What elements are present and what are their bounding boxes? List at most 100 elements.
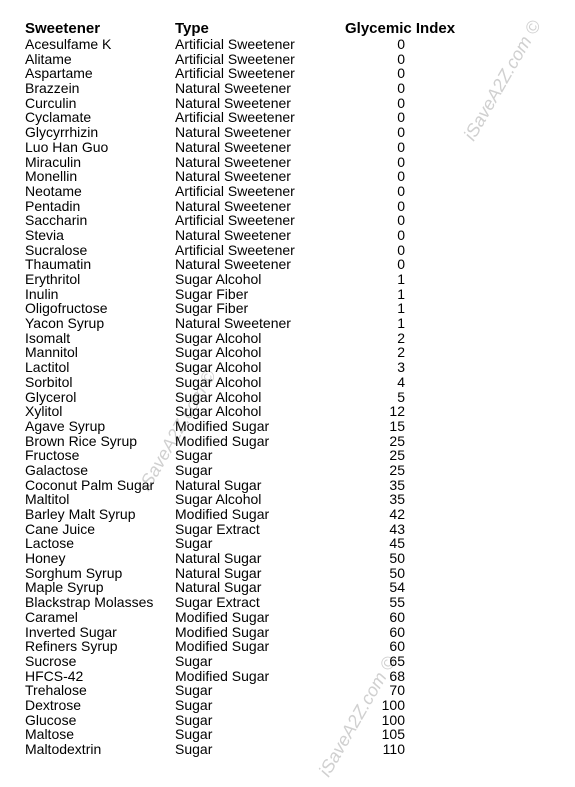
cell-type: Natural Sweetener — [175, 155, 345, 170]
cell-type: Natural Sweetener — [175, 257, 345, 272]
table-row: GlycyrrhizinNatural Sweetener0 — [25, 125, 550, 140]
cell-sweetener: Blackstrap Molasses — [25, 595, 175, 610]
cell-type: Sugar — [175, 727, 345, 742]
header-type: Type — [175, 20, 345, 37]
cell-sweetener: Coconut Palm Sugar — [25, 478, 175, 493]
table-row: HoneyNatural Sugar50 — [25, 551, 550, 566]
cell-type: Sugar — [175, 463, 345, 478]
cell-glycemic-index: 25 — [345, 463, 405, 478]
table-row: LactoseSugar45 — [25, 536, 550, 551]
cell-glycemic-index: 25 — [345, 448, 405, 463]
cell-type: Sugar — [175, 683, 345, 698]
table-row: NeotameArtificial Sweetener0 — [25, 184, 550, 199]
table-row: MiraculinNatural Sweetener0 — [25, 155, 550, 170]
cell-sweetener: Thaumatin — [25, 257, 175, 272]
cell-sweetener: Sorghum Syrup — [25, 566, 175, 581]
cell-sweetener: Brown Rice Syrup — [25, 434, 175, 449]
table-row: MaltitolSugar Alcohol35 — [25, 492, 550, 507]
table-row: DextroseSugar100 — [25, 698, 550, 713]
cell-type: Sugar Fiber — [175, 301, 345, 316]
cell-type: Natural Sweetener — [175, 228, 345, 243]
table-row: LactitolSugar Alcohol3 — [25, 360, 550, 375]
cell-type: Sugar Alcohol — [175, 390, 345, 405]
header-sweetener: Sweetener — [25, 20, 175, 37]
table-row: AspartameArtificial Sweetener0 — [25, 66, 550, 81]
table-row: XylitolSugar Alcohol12 — [25, 404, 550, 419]
cell-type: Sugar Alcohol — [175, 492, 345, 507]
cell-glycemic-index: 5 — [345, 390, 405, 405]
cell-type: Sugar — [175, 698, 345, 713]
cell-glycemic-index: 68 — [345, 669, 405, 684]
table-row: Acesulfame KArtificial Sweetener0 — [25, 37, 550, 52]
table-row: SorbitolSugar Alcohol4 — [25, 375, 550, 390]
cell-glycemic-index: 100 — [345, 713, 405, 728]
cell-sweetener: Pentadin — [25, 199, 175, 214]
cell-type: Artificial Sweetener — [175, 66, 345, 81]
table-row: Refiners SyrupModified Sugar60 — [25, 639, 550, 654]
cell-type: Sugar Alcohol — [175, 272, 345, 287]
table-row: Luo Han GuoNatural Sweetener0 — [25, 140, 550, 155]
cell-glycemic-index: 0 — [345, 243, 405, 258]
cell-glycemic-index: 0 — [345, 228, 405, 243]
cell-sweetener: Saccharin — [25, 213, 175, 228]
cell-type: Sugar — [175, 448, 345, 463]
table-row: ThaumatinNatural Sweetener0 — [25, 257, 550, 272]
table-row: BrazzeinNatural Sweetener0 — [25, 81, 550, 96]
cell-type: Artificial Sweetener — [175, 52, 345, 67]
cell-glycemic-index: 60 — [345, 610, 405, 625]
cell-glycemic-index: 0 — [345, 125, 405, 140]
cell-type: Sugar Alcohol — [175, 360, 345, 375]
cell-type: Modified Sugar — [175, 610, 345, 625]
cell-type: Natural Sugar — [175, 551, 345, 566]
cell-glycemic-index: 1 — [345, 272, 405, 287]
cell-type: Sugar Alcohol — [175, 375, 345, 390]
cell-sweetener: Inverted Sugar — [25, 625, 175, 640]
cell-type: Sugar Extract — [175, 522, 345, 537]
cell-type: Sugar Alcohol — [175, 331, 345, 346]
table-row: Agave SyrupModified Sugar15 — [25, 419, 550, 434]
table-row: Inverted SugarModified Sugar60 — [25, 625, 550, 640]
cell-glycemic-index: 0 — [345, 169, 405, 184]
cell-type: Artificial Sweetener — [175, 243, 345, 258]
cell-sweetener: Maltodextrin — [25, 742, 175, 757]
cell-glycemic-index: 100 — [345, 698, 405, 713]
table-row: Barley Malt SyrupModified Sugar42 — [25, 507, 550, 522]
table-row: OligofructoseSugar Fiber1 — [25, 301, 550, 316]
cell-sweetener: Oligofructose — [25, 301, 175, 316]
cell-sweetener: Aspartame — [25, 66, 175, 81]
table-row: MaltoseSugar105 — [25, 727, 550, 742]
cell-glycemic-index: 0 — [345, 96, 405, 111]
cell-sweetener: Galactose — [25, 463, 175, 478]
cell-glycemic-index: 0 — [345, 184, 405, 199]
table-row: CaramelModified Sugar60 — [25, 610, 550, 625]
cell-glycemic-index: 4 — [345, 375, 405, 390]
cell-sweetener: Sucralose — [25, 243, 175, 258]
cell-sweetener: Honey — [25, 551, 175, 566]
cell-sweetener: HFCS-42 — [25, 669, 175, 684]
cell-sweetener: Inulin — [25, 287, 175, 302]
cell-glycemic-index: 0 — [345, 155, 405, 170]
cell-type: Sugar — [175, 713, 345, 728]
table-row: MannitolSugar Alcohol2 — [25, 345, 550, 360]
cell-type: Modified Sugar — [175, 639, 345, 654]
cell-sweetener: Luo Han Guo — [25, 140, 175, 155]
cell-sweetener: Refiners Syrup — [25, 639, 175, 654]
table-row: FructoseSugar25 — [25, 448, 550, 463]
table-row: Yacon SyrupNatural Sweetener1 — [25, 316, 550, 331]
table-row: GalactoseSugar25 — [25, 463, 550, 478]
cell-sweetener: Maltose — [25, 727, 175, 742]
table-row: TrehaloseSugar70 — [25, 683, 550, 698]
cell-type: Sugar — [175, 742, 345, 757]
cell-sweetener: Glucose — [25, 713, 175, 728]
cell-sweetener: Caramel — [25, 610, 175, 625]
cell-glycemic-index: 0 — [345, 140, 405, 155]
cell-glycemic-index: 3 — [345, 360, 405, 375]
cell-glycemic-index: 0 — [345, 81, 405, 96]
cell-type: Modified Sugar — [175, 419, 345, 434]
table-row: Cane JuiceSugar Extract43 — [25, 522, 550, 537]
cell-sweetener: Brazzein — [25, 81, 175, 96]
cell-glycemic-index: 35 — [345, 492, 405, 507]
cell-type: Artificial Sweetener — [175, 37, 345, 52]
cell-sweetener: Maple Syrup — [25, 580, 175, 595]
cell-glycemic-index: 43 — [345, 522, 405, 537]
